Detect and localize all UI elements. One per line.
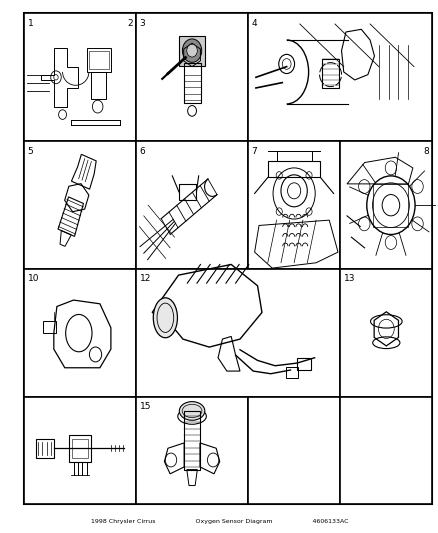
Text: 1998 Chrysler Cirrus                    Oxygen Sensor Diagram                   : 1998 Chrysler Cirrus Oxygen Sensor Diagr… [91, 519, 347, 524]
Text: 8: 8 [422, 147, 428, 156]
Text: 5: 5 [28, 147, 33, 156]
Bar [136, 141, 247, 269]
Bar [297, 358, 311, 370]
Bar [72, 439, 88, 458]
Text: 4: 4 [251, 19, 257, 28]
Circle shape [182, 39, 201, 62]
Text: 2: 2 [127, 19, 132, 28]
Bar [286, 367, 298, 378]
Bar [247, 141, 339, 269]
Text: 13: 13 [343, 274, 354, 284]
Bar [184, 411, 199, 470]
Bar [267, 161, 320, 177]
Bar [88, 51, 109, 69]
Bar [136, 397, 247, 504]
Bar [179, 184, 196, 200]
Bar [24, 397, 136, 504]
Bar [339, 269, 431, 397]
Bar [184, 63, 200, 103]
Ellipse shape [153, 298, 177, 338]
Text: 3: 3 [139, 19, 145, 28]
Bar [179, 36, 205, 66]
Bar [372, 184, 407, 227]
Text: 7: 7 [251, 147, 257, 156]
Ellipse shape [179, 402, 204, 420]
Text: 10: 10 [28, 274, 39, 284]
Bar [321, 59, 339, 88]
Bar [136, 13, 247, 141]
Text: 6: 6 [139, 147, 145, 156]
Bar [43, 321, 56, 333]
Bar [87, 48, 110, 72]
Text: 12: 12 [139, 274, 151, 284]
Circle shape [187, 44, 197, 57]
Bar [247, 13, 431, 141]
Bar [339, 397, 431, 504]
Bar [69, 435, 91, 462]
Bar [339, 141, 431, 269]
Bar [24, 141, 136, 269]
Bar [36, 439, 54, 458]
Bar [24, 13, 136, 141]
Text: 1: 1 [28, 19, 33, 28]
Bar [24, 269, 136, 397]
Bar [247, 397, 339, 504]
Text: 15: 15 [139, 402, 151, 411]
Bar [91, 72, 106, 99]
Bar [136, 269, 339, 397]
